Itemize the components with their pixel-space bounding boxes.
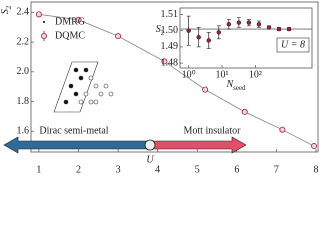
legend-label: DQMC: [55, 30, 85, 41]
point: [256, 22, 262, 27]
point: [266, 25, 272, 30]
inset-x-label: Nseed: [225, 79, 246, 91]
inset-y-label-main: S: [156, 24, 161, 35]
phase-label: Dirac semi-metal: [39, 125, 108, 136]
y-axis-label-main: S: [0, 9, 11, 14]
point: [246, 20, 252, 25]
point: [226, 22, 232, 27]
point: [311, 143, 318, 150]
point: [161, 58, 168, 65]
y-tick-label: 2.4: [17, 7, 30, 18]
point: [196, 34, 201, 40]
point: [75, 16, 82, 23]
x-tick-label: 4: [155, 164, 160, 175]
point: [276, 26, 282, 32]
point: [35, 11, 42, 18]
y-tick-label: 1.8: [17, 96, 30, 107]
y-tick-label: 1.51: [161, 9, 179, 20]
x-tick-label: 10¹: [216, 69, 229, 80]
x-tick-label: 6: [234, 164, 239, 175]
x-tick-label: 1: [36, 164, 41, 175]
y-tick-label: 1.6: [17, 126, 30, 137]
point: [186, 28, 191, 33]
x-tick-label: 2: [76, 164, 81, 175]
y-tick-label: 1.50: [161, 25, 179, 36]
phase-label: Mott insulator: [184, 125, 242, 136]
point: [286, 26, 292, 32]
point: [279, 126, 286, 133]
point: [206, 38, 211, 43]
phase-arrow: [3, 136, 247, 154]
x-axis-label: U: [146, 154, 154, 165]
y-tick-label: 2.0: [17, 66, 30, 77]
x-tick-label: 5: [195, 164, 200, 175]
dmrg-line: [38, 13, 315, 147]
y-tick-label: 1.48: [161, 57, 179, 68]
point: [236, 20, 242, 25]
inset-annotation: U = 8: [281, 39, 305, 50]
annotation-box: [276, 37, 310, 53]
x-tick-label: 7: [274, 164, 279, 175]
legend-marker: [41, 33, 48, 40]
legend-marker: [43, 21, 45, 23]
y-axis-label-sub: 2: [5, 5, 13, 9]
x-tick-label: 10⁰: [182, 69, 196, 80]
point: [115, 33, 122, 40]
point: [241, 108, 248, 115]
y-axis-label: S2: [0, 5, 12, 14]
x-tick-label: 3: [116, 164, 121, 175]
point: [216, 30, 221, 35]
x-tick-label: 10²: [249, 69, 262, 80]
y-tick-label: 1.49: [161, 41, 179, 52]
inset-y-label-sub: 2: [161, 29, 165, 37]
legend-label: DMRG: [55, 16, 85, 27]
inset-x-label-sub: seed: [233, 84, 246, 92]
lattice-icon: [53, 61, 114, 113]
y-tick-label: 2.2: [17, 36, 30, 47]
inset-y-label: S2: [156, 24, 165, 36]
inset-x-label-main: N: [225, 79, 234, 90]
point: [202, 86, 209, 93]
x-tick-label: 8: [314, 164, 319, 175]
